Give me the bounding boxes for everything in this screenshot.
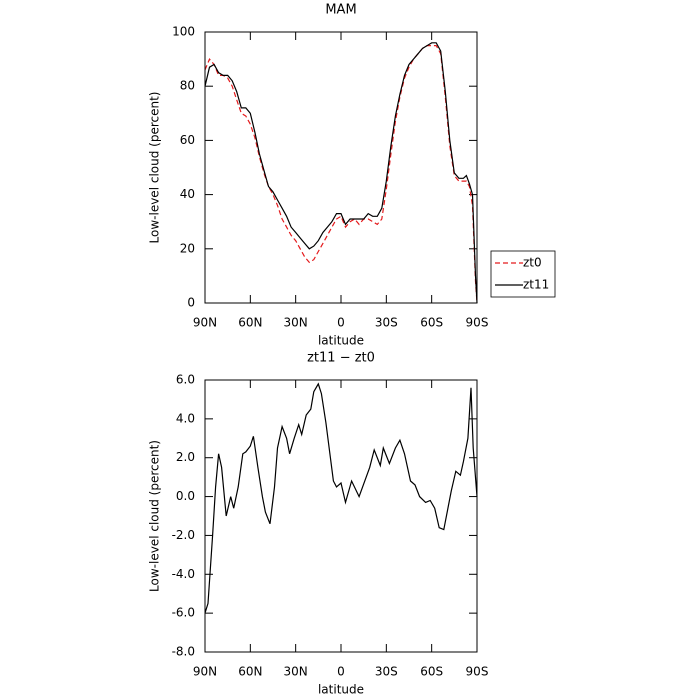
y-tick-label: 4.0 — [176, 411, 195, 425]
y-tick-label: 0 — [187, 296, 195, 310]
y-tick-label: 100 — [172, 25, 195, 39]
chart-title: zt11 − zt0 — [307, 351, 375, 366]
data-line — [204, 45, 478, 304]
y-tick-label: 2.0 — [176, 450, 195, 464]
x-tick-label: 30N — [284, 665, 308, 679]
data-line — [204, 42, 478, 304]
y-tick-label: 0.0 — [176, 489, 195, 503]
y-tick-label: 20 — [180, 241, 195, 255]
y-axis-label: Low-level cloud (percent) — [148, 440, 162, 592]
y-tick-label: 6.0 — [176, 373, 195, 387]
y-tick-label: 40 — [180, 187, 195, 201]
x-axis-label: latitude — [318, 334, 364, 348]
y-tick-label: -8.0 — [172, 645, 195, 659]
data-line — [204, 382, 478, 614]
x-tick-label: 0 — [337, 665, 345, 679]
y-tick-label: -2.0 — [172, 528, 195, 542]
y-tick-label: -6.0 — [172, 606, 195, 620]
x-tick-label: 60N — [238, 665, 262, 679]
y-tick-label: 60 — [180, 133, 195, 147]
x-tick-label: 90N — [193, 665, 217, 679]
plot-frame — [204, 379, 478, 653]
x-tick-label: 90S — [466, 665, 489, 679]
legend-label: zt11 — [523, 278, 549, 292]
x-tick-label: 60N — [238, 316, 262, 330]
x-axis-label: latitude — [318, 683, 364, 697]
legend-label: zt0 — [523, 256, 542, 270]
y-tick-label: -4.0 — [172, 567, 195, 581]
x-tick-label: 30S — [375, 665, 398, 679]
legend-box — [490, 250, 556, 298]
x-tick-label: 90N — [193, 316, 217, 330]
y-tick-label: 80 — [180, 79, 195, 93]
x-tick-label: 30S — [375, 316, 398, 330]
x-tick-label: 90S — [466, 316, 489, 330]
x-tick-label: 0 — [337, 316, 345, 330]
plot-frame — [204, 31, 478, 304]
x-tick-label: 60S — [420, 316, 443, 330]
y-axis-label: Low-level cloud (percent) — [148, 92, 162, 244]
x-tick-label: 60S — [420, 665, 443, 679]
x-tick-label: 30N — [284, 316, 308, 330]
chart-title: MAM — [325, 3, 356, 18]
